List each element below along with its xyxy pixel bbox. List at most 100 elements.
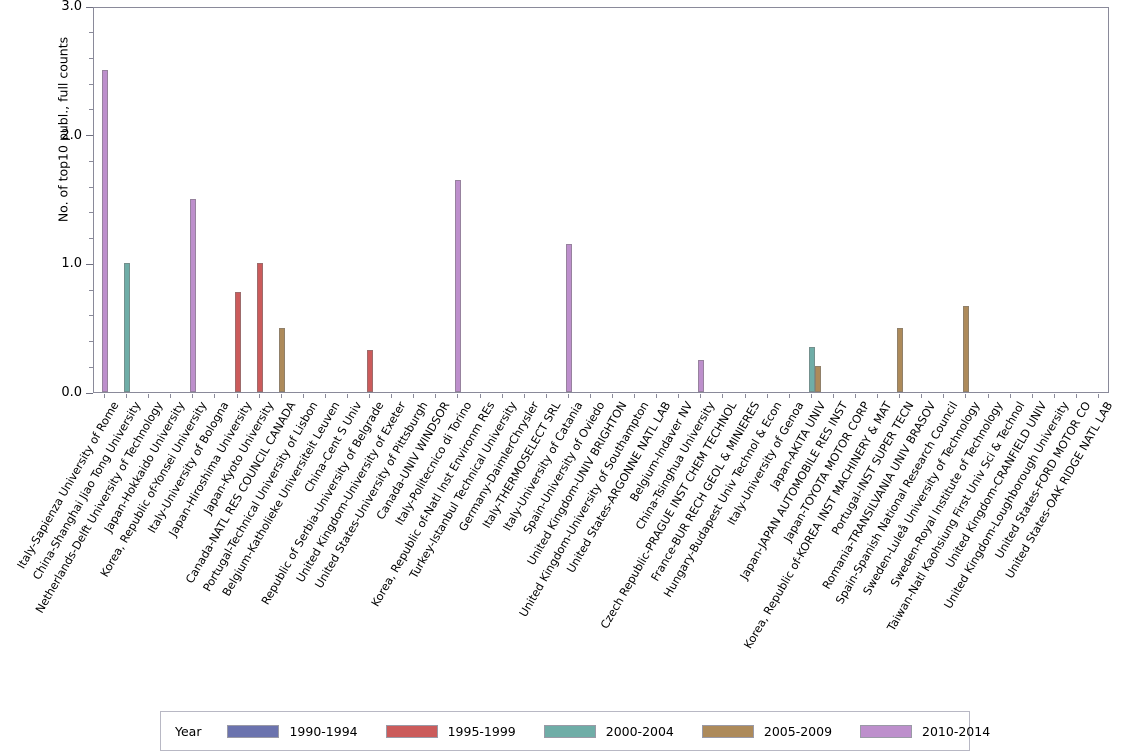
x-axis-tick (744, 394, 746, 398)
y-axis-tick-minor (89, 341, 93, 343)
y-axis-tick-major (86, 392, 93, 394)
x-axis-tick (214, 394, 216, 398)
x-axis-tick (391, 394, 393, 398)
bar (124, 263, 131, 392)
x-axis-tick (810, 394, 812, 398)
x-axis-tick (921, 394, 923, 398)
x-axis-tick (965, 394, 967, 398)
legend-label: 2005-2009 (763, 723, 833, 739)
x-axis-tick (347, 394, 348, 398)
y-axis-tick-label: 1.0 (61, 256, 82, 272)
legend-entries: 1990-1994 1995-1999 2000-2004 2005-2009 2010… (227, 724, 1018, 739)
y-axis-tick-label: 3.0 (61, 0, 82, 14)
legend-title: Year (175, 723, 202, 739)
x-axis-tick (104, 394, 106, 398)
x-axis-tick (832, 394, 834, 398)
legend-entry[interactable]: 2005-2009 (701, 723, 833, 739)
bar (698, 359, 705, 392)
x-axis-tick (877, 394, 879, 398)
x-axis-tick (612, 394, 614, 398)
legend-swatch (860, 724, 913, 738)
y-axis-tick-minor (89, 186, 93, 188)
legend-label: 2000-2004 (605, 723, 674, 739)
bar (278, 327, 285, 392)
y-axis-tick-minor (89, 212, 93, 214)
y-axis-tick-minor (89, 366, 93, 368)
x-axis-tick (678, 394, 680, 398)
x-axis-tick (766, 394, 768, 398)
x-axis-tick (302, 394, 304, 398)
x-axis-tick (943, 394, 945, 398)
x-axis-tick (1097, 394, 1099, 398)
bar (256, 263, 263, 392)
bar (815, 366, 822, 392)
x-axis-tick (567, 394, 569, 398)
x-axis-tick (722, 394, 724, 398)
legend-swatch (385, 724, 438, 738)
y-axis-tick-major (86, 6, 93, 8)
bar (102, 70, 109, 392)
legend-entry[interactable]: 2000-2004 (543, 723, 674, 739)
x-axis-tick (148, 394, 150, 398)
x-axis-tick (457, 394, 459, 398)
y-axis-tick-minor (89, 289, 93, 291)
x-axis-tick (1031, 394, 1033, 398)
bar (897, 327, 904, 392)
y-axis-tick-minor (89, 160, 93, 162)
x-axis-tick (501, 394, 503, 398)
x-axis-tick (589, 394, 591, 398)
x-axis-tick (545, 394, 547, 398)
legend-swatch (701, 724, 754, 738)
x-axis-tick (258, 394, 260, 398)
legend-label: 1990-1994 (289, 723, 358, 739)
x-axis-tick (1075, 394, 1077, 398)
y-axis-tick-minor (89, 32, 93, 34)
x-axis-tick (634, 394, 636, 398)
plot-area (93, 7, 1109, 393)
x-axis-tick (788, 394, 790, 398)
bar (565, 244, 572, 392)
x-axis-tick (236, 394, 238, 398)
legend-swatch (227, 724, 280, 738)
x-axis-tick (987, 394, 989, 398)
bar (190, 199, 197, 392)
bars-layer (94, 8, 1108, 392)
x-axis-tick (413, 394, 415, 398)
legend-swatch (543, 724, 596, 738)
y-axis-tick-major (86, 135, 93, 137)
bar (963, 305, 970, 392)
x-axis-tick (324, 394, 326, 398)
x-axis-tick (700, 394, 702, 398)
x-axis-tick (1009, 394, 1011, 398)
legend-entry[interactable]: 1990-1994 (227, 723, 358, 739)
bar (455, 179, 462, 392)
bar (234, 291, 241, 392)
legend: Year 1990-1994 1995-1999 2000-2004 2005-200… (160, 711, 990, 751)
x-axis-tick (170, 394, 172, 398)
y-axis-tick-major (86, 263, 93, 265)
x-axis-tick (523, 394, 525, 398)
x-axis-tick (126, 394, 128, 398)
legend-entry[interactable]: 2010-2014 (860, 724, 990, 739)
bar (808, 346, 815, 392)
x-axis-tick (855, 394, 856, 398)
y-axis-tick-minor (89, 109, 93, 111)
legend-label: 1995-1999 (447, 723, 516, 739)
y-axis-tick-label: 2.0 (61, 127, 82, 143)
x-axis-tick (280, 394, 282, 398)
legend-label: 2010-2014 (922, 723, 991, 739)
y-axis-tick-label: 0.0 (61, 385, 82, 400)
x-axis-tick (899, 394, 901, 398)
x-axis-tick (369, 394, 371, 398)
y-axis-tick-minor (89, 57, 93, 59)
y-axis-tick-minor (89, 315, 93, 317)
x-axis-tick (435, 394, 437, 398)
x-axis-tick (192, 394, 194, 398)
x-axis-tick (656, 394, 658, 398)
y-axis-tick-minor (89, 238, 93, 240)
x-axis-tick (479, 394, 481, 398)
x-axis-tick (1053, 394, 1055, 398)
legend-entry[interactable]: 1995-1999 (385, 723, 516, 739)
y-axis-tick-minor (89, 83, 93, 85)
